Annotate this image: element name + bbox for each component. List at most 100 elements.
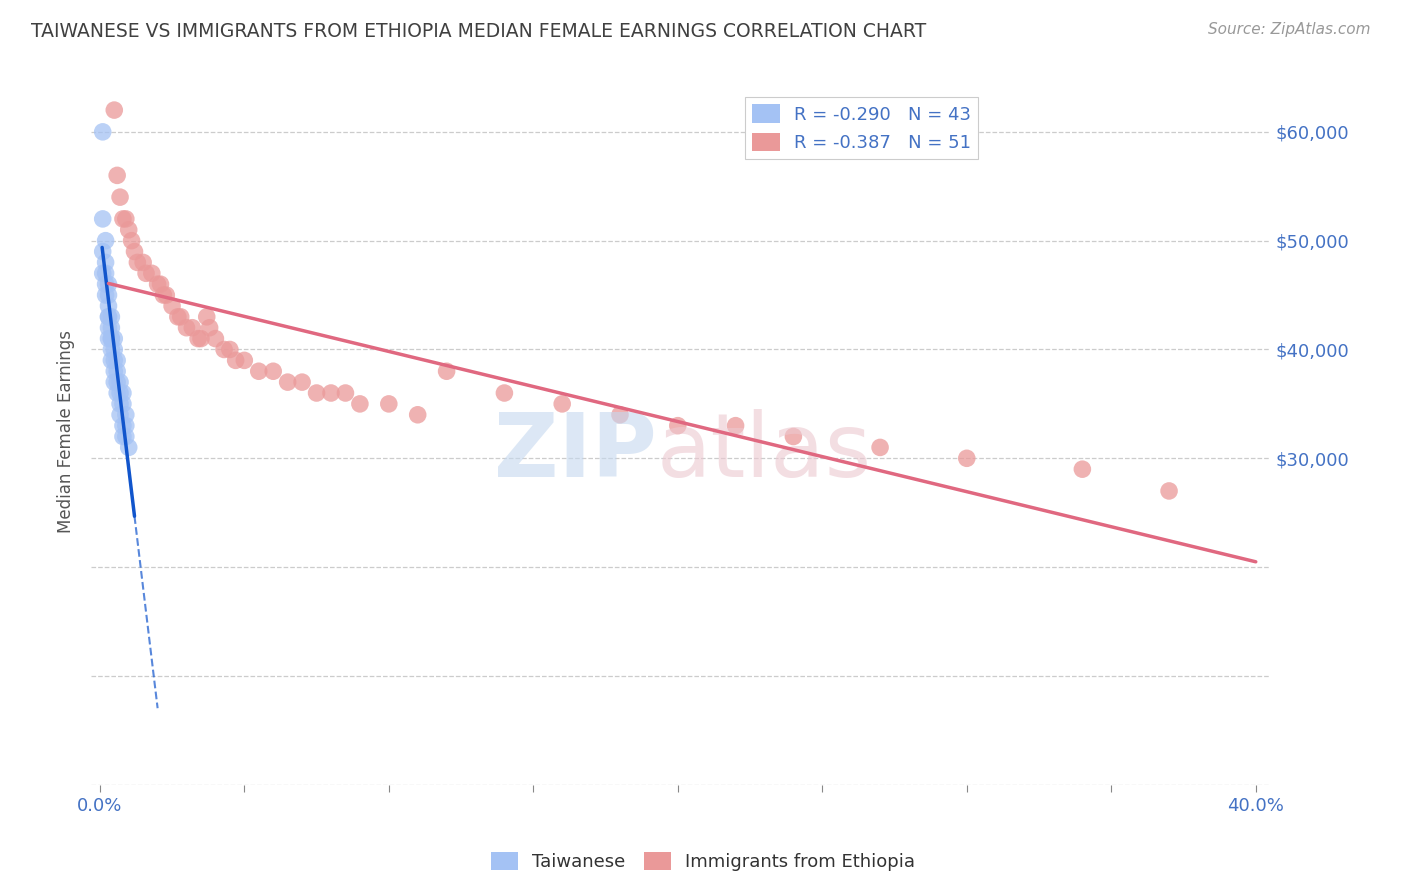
Point bbox=[105, 386, 128, 401]
Point bbox=[108, 386, 131, 401]
Point bbox=[111, 397, 134, 411]
Point bbox=[111, 429, 134, 443]
Point bbox=[91, 125, 114, 139]
Point bbox=[108, 408, 131, 422]
Point bbox=[94, 277, 117, 292]
Point bbox=[103, 103, 125, 117]
Point bbox=[1157, 483, 1180, 498]
Point bbox=[170, 310, 193, 324]
Point bbox=[111, 418, 134, 433]
Text: TAIWANESE VS IMMIGRANTS FROM ETHIOPIA MEDIAN FEMALE EARNINGS CORRELATION CHART: TAIWANESE VS IMMIGRANTS FROM ETHIOPIA ME… bbox=[31, 22, 927, 41]
Point bbox=[103, 332, 125, 346]
Point bbox=[118, 441, 141, 455]
Point bbox=[97, 320, 120, 334]
Legend: R = -0.290   N = 43, R = -0.387   N = 51: R = -0.290 N = 43, R = -0.387 N = 51 bbox=[745, 97, 979, 160]
Point bbox=[111, 386, 134, 401]
Point bbox=[114, 408, 136, 422]
Point bbox=[100, 320, 122, 334]
Point bbox=[91, 266, 114, 280]
Point bbox=[181, 320, 204, 334]
Point bbox=[378, 397, 401, 411]
Point bbox=[146, 277, 169, 292]
Point bbox=[956, 451, 979, 466]
Point bbox=[127, 255, 149, 269]
Point bbox=[187, 332, 209, 346]
Point bbox=[108, 397, 131, 411]
Point bbox=[91, 211, 114, 226]
Point bbox=[233, 353, 256, 368]
Point bbox=[494, 386, 516, 401]
Point bbox=[91, 244, 114, 259]
Point bbox=[666, 418, 689, 433]
Point bbox=[406, 408, 429, 422]
Point bbox=[114, 429, 136, 443]
Point bbox=[155, 288, 177, 302]
Point bbox=[176, 320, 198, 334]
Point bbox=[94, 234, 117, 248]
Point bbox=[94, 288, 117, 302]
Point bbox=[135, 266, 157, 280]
Point bbox=[218, 343, 240, 357]
Point bbox=[97, 288, 120, 302]
Point bbox=[108, 375, 131, 389]
Point bbox=[152, 288, 174, 302]
Point bbox=[190, 332, 212, 346]
Point bbox=[132, 255, 155, 269]
Point bbox=[94, 266, 117, 280]
Point bbox=[277, 375, 299, 389]
Point bbox=[97, 277, 120, 292]
Point bbox=[121, 234, 143, 248]
Point bbox=[609, 408, 631, 422]
Point bbox=[94, 255, 117, 269]
Point bbox=[291, 375, 314, 389]
Point bbox=[335, 386, 357, 401]
Point bbox=[105, 353, 128, 368]
Point bbox=[305, 386, 328, 401]
Point bbox=[100, 310, 122, 324]
Point bbox=[349, 397, 371, 411]
Point bbox=[103, 375, 125, 389]
Point bbox=[97, 332, 120, 346]
Point bbox=[319, 386, 342, 401]
Point bbox=[436, 364, 458, 378]
Point bbox=[198, 320, 221, 334]
Point bbox=[204, 332, 226, 346]
Point bbox=[108, 190, 131, 204]
Point bbox=[782, 429, 804, 443]
Point bbox=[97, 299, 120, 313]
Point bbox=[114, 211, 136, 226]
Point bbox=[97, 310, 120, 324]
Point bbox=[100, 332, 122, 346]
Point bbox=[105, 375, 128, 389]
Text: atlas: atlas bbox=[657, 409, 872, 496]
Point bbox=[166, 310, 188, 324]
Point bbox=[141, 266, 163, 280]
Y-axis label: Median Female Earnings: Median Female Earnings bbox=[58, 330, 75, 533]
Point bbox=[100, 343, 122, 357]
Point bbox=[869, 441, 891, 455]
Point bbox=[212, 343, 235, 357]
Point bbox=[114, 418, 136, 433]
Point bbox=[118, 223, 141, 237]
Point bbox=[105, 364, 128, 378]
Text: ZIP: ZIP bbox=[495, 409, 657, 496]
Point bbox=[225, 353, 247, 368]
Point bbox=[100, 332, 122, 346]
Legend: Taiwanese, Immigrants from Ethiopia: Taiwanese, Immigrants from Ethiopia bbox=[484, 845, 922, 879]
Point bbox=[103, 364, 125, 378]
Point bbox=[551, 397, 574, 411]
Point bbox=[124, 244, 146, 259]
Point bbox=[103, 343, 125, 357]
Point bbox=[262, 364, 284, 378]
Point bbox=[1071, 462, 1094, 476]
Text: Source: ZipAtlas.com: Source: ZipAtlas.com bbox=[1208, 22, 1371, 37]
Point bbox=[103, 353, 125, 368]
Point bbox=[724, 418, 747, 433]
Point bbox=[160, 299, 183, 313]
Point bbox=[111, 211, 134, 226]
Point bbox=[105, 169, 128, 183]
Point bbox=[100, 353, 122, 368]
Point bbox=[247, 364, 270, 378]
Point bbox=[97, 310, 120, 324]
Point bbox=[195, 310, 218, 324]
